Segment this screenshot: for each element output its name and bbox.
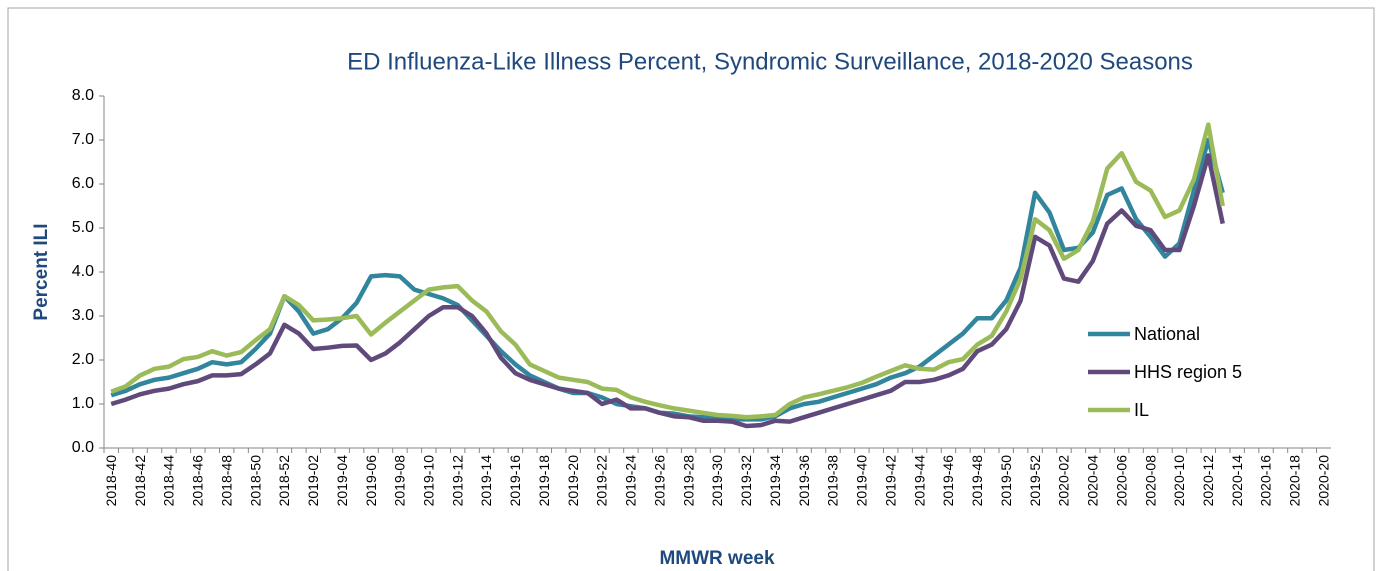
- x-tick-label: 2020-12: [1200, 455, 1216, 507]
- series-line: [110, 153, 1225, 429]
- x-tick-label: 2019-36: [796, 455, 812, 507]
- x-tick-label: 2019-12: [449, 455, 465, 507]
- x-tick-label: 2020-16: [1258, 455, 1274, 507]
- x-tick-label: 2019-50: [998, 455, 1014, 507]
- x-tick-label: 2019-04: [334, 455, 350, 507]
- x-tick-label: 2019-38: [825, 455, 841, 507]
- x-tick-label: 2020-08: [1142, 455, 1158, 507]
- x-tick-label: 2019-08: [392, 455, 408, 507]
- x-tick-label: 2019-18: [536, 455, 552, 507]
- y-tick-label: 4.0: [72, 263, 94, 280]
- y-tick-label: 0.0: [72, 439, 94, 456]
- x-tick-label: 2020-02: [1056, 455, 1072, 507]
- x-tick-label: 2019-16: [507, 455, 523, 507]
- x-tick-label: 2018-44: [161, 455, 177, 507]
- x-tick-label: 2019-26: [651, 455, 667, 507]
- y-axis-title: Percent ILI: [31, 223, 52, 320]
- y-tick-label: 3.0: [72, 307, 94, 324]
- chart-frame: [7, 7, 1375, 571]
- y-tick-label: 6.0: [72, 175, 94, 192]
- x-tick-label: 2018-48: [218, 455, 234, 507]
- legend-label: HHS region 5: [1134, 362, 1242, 382]
- y-tick-label: 7.0: [72, 131, 94, 148]
- x-tick-label: 2019-30: [709, 455, 725, 507]
- y-tick-label: 5.0: [72, 219, 94, 236]
- x-tick-label: 2019-24: [623, 455, 639, 507]
- x-tick-label: 2020-10: [1171, 455, 1187, 507]
- x-tick-label: 2019-40: [854, 455, 870, 507]
- x-tick-label: 2018-52: [276, 455, 292, 507]
- y-tick-label: 2.0: [72, 351, 94, 368]
- x-tick-label: 2020-04: [1085, 455, 1101, 507]
- x-tick-label: 2019-34: [767, 455, 783, 507]
- x-tick-label: 2020-18: [1287, 455, 1303, 507]
- x-tick-label: 2019-44: [911, 455, 927, 507]
- x-tick-label: 2019-32: [738, 455, 754, 507]
- x-tick-label: 2019-28: [680, 455, 696, 507]
- legend-label: National: [1134, 324, 1200, 344]
- x-tick-label: 2020-14: [1229, 455, 1245, 507]
- x-tick-label: 2018-40: [103, 455, 119, 507]
- x-tick-label: 2019-02: [305, 455, 321, 507]
- x-axis-title: MMWR week: [659, 548, 775, 569]
- x-tick-label: 2019-06: [363, 455, 379, 507]
- x-tick-label: 2019-48: [969, 455, 985, 507]
- x-tick-label: 2019-52: [1027, 455, 1043, 507]
- y-tick-label: 1.0: [72, 395, 94, 412]
- chart-title: ED Influenza-Like Illness Percent, Syndr…: [347, 48, 1193, 75]
- x-tick-label: 2018-46: [190, 455, 206, 507]
- x-tick-label: 2018-50: [247, 455, 263, 507]
- x-tick-label: 2018-42: [132, 455, 148, 507]
- x-tick-label: 2020-06: [1113, 455, 1129, 507]
- x-tick-label: 2019-14: [478, 455, 494, 507]
- x-tick-label: 2020-20: [1315, 455, 1331, 507]
- x-tick-label: 2019-10: [420, 455, 436, 507]
- x-tick-label: 2019-22: [594, 455, 610, 507]
- series-line: [110, 122, 1225, 420]
- x-tick-label: 2019-20: [565, 455, 581, 507]
- y-tick-label: 8.0: [72, 87, 94, 104]
- legend-label: IL: [1134, 400, 1149, 420]
- x-tick-label: 2019-46: [940, 455, 956, 507]
- x-tick-label: 2019-42: [882, 455, 898, 507]
